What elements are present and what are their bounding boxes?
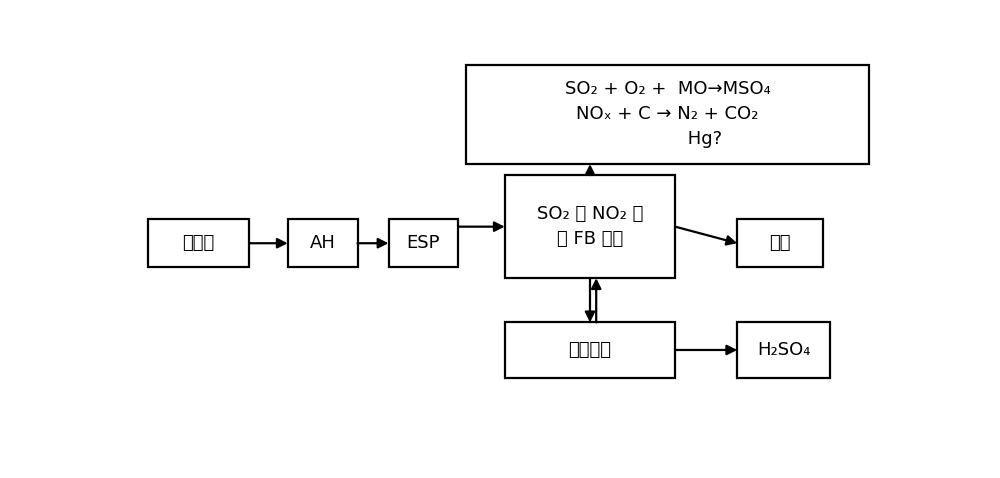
Bar	[505, 175, 675, 278]
Bar	[505, 322, 675, 378]
Text: 烟道气: 烟道气	[182, 234, 215, 252]
Text: 再生单元: 再生单元	[568, 341, 612, 359]
Text: SO₂ 和 NO₂ 去
除 FB 单元: SO₂ 和 NO₂ 去 除 FB 单元	[537, 205, 643, 248]
Bar	[148, 219, 249, 267]
Text: ESP: ESP	[407, 234, 440, 252]
Bar	[737, 219, 822, 267]
Text: 烟囱: 烟囱	[769, 234, 791, 252]
Bar	[466, 65, 869, 164]
Bar	[288, 219, 358, 267]
Bar	[737, 322, 830, 378]
Bar	[388, 219, 458, 267]
Text: SO₂ + O₂ +  MO→MSO₄
NOₓ + C → N₂ + CO₂
             Hg?: SO₂ + O₂ + MO→MSO₄ NOₓ + C → N₂ + CO₂ Hg…	[565, 80, 770, 148]
Text: AH: AH	[310, 234, 336, 252]
Text: H₂SO₄: H₂SO₄	[757, 341, 810, 359]
